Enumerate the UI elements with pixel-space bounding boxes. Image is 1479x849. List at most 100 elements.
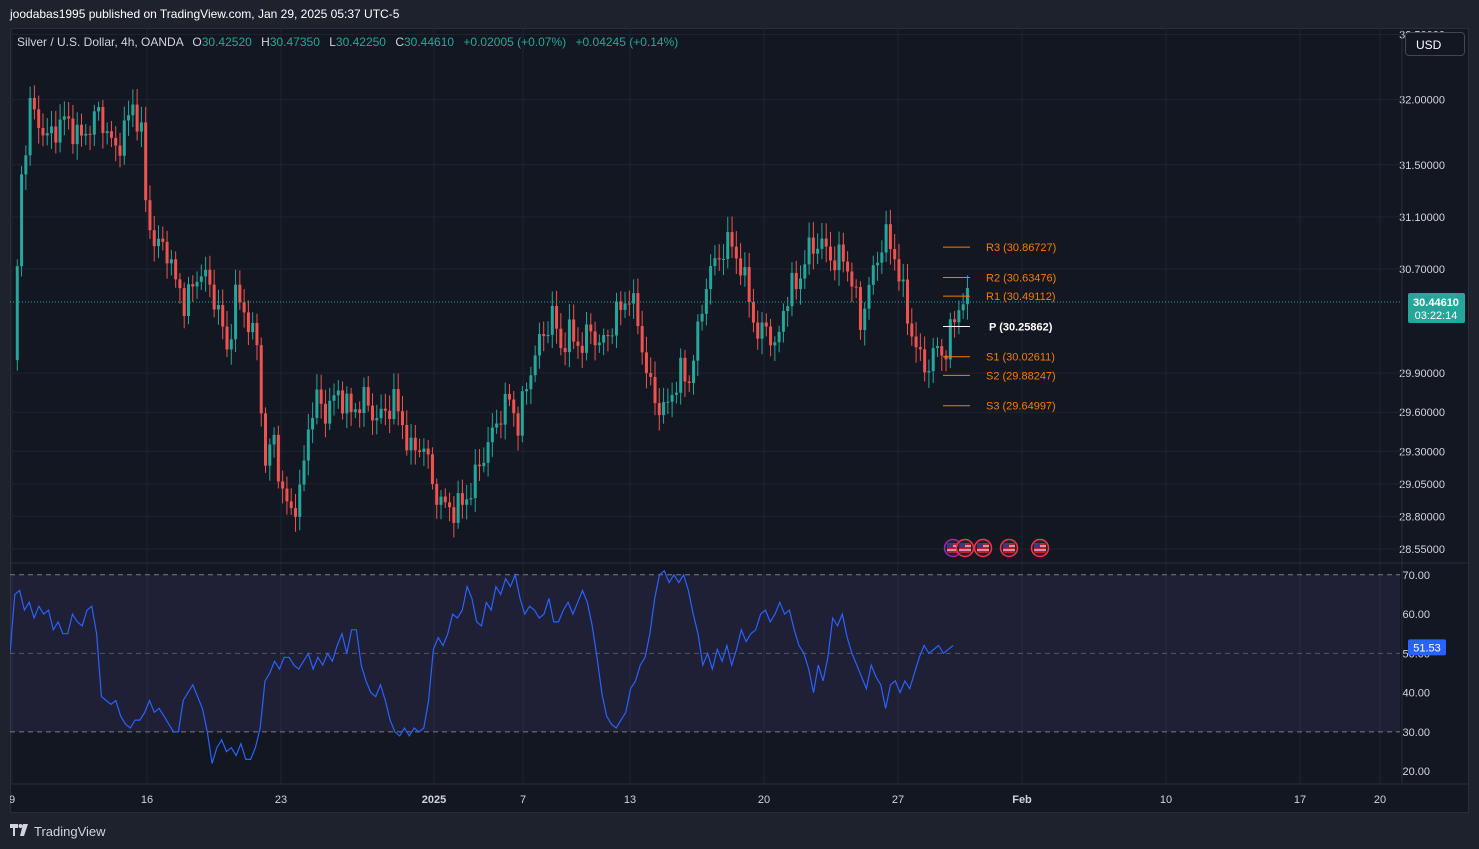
candle-body [289, 501, 293, 509]
x-tick-label: 13 [624, 794, 636, 806]
candle-body [379, 408, 383, 419]
candle-body [88, 133, 92, 135]
rsi-tick-label: 60.00 [1402, 609, 1430, 621]
candle-body [537, 334, 541, 356]
candle-body [32, 97, 36, 110]
candle-body [118, 145, 122, 156]
candle-body [131, 104, 135, 116]
candle-body [426, 448, 430, 455]
currency-button[interactable]: USD [1405, 32, 1465, 56]
candle-body [50, 126, 54, 134]
candle-body [135, 104, 139, 132]
candle-body [747, 267, 751, 303]
candle-body [687, 381, 691, 383]
close-label: C [395, 35, 404, 49]
candle-body [700, 313, 704, 322]
candle-body [486, 442, 490, 463]
x-tick-label: 9 [10, 794, 15, 806]
candle-body [520, 391, 524, 436]
symbol-name[interactable]: Silver / U.S. Dollar, 4h, OANDA [17, 35, 184, 49]
publish-header: joodabas1995 published on TradingView.co… [0, 0, 1479, 28]
candle-body [692, 360, 696, 383]
candle-body [841, 244, 845, 262]
candle-body [542, 334, 546, 337]
candle-body [670, 394, 674, 402]
chart-canvas[interactable]: 9162320257132027Feb10172032.5000032.0000… [10, 28, 1469, 813]
candle-body [255, 322, 259, 346]
candle-body [833, 260, 837, 271]
candle-body [71, 118, 75, 145]
candle-body [114, 137, 118, 146]
candle-body [871, 265, 875, 285]
candle-body [953, 319, 957, 323]
candle-body [674, 392, 678, 395]
candle-body [824, 238, 828, 247]
candle-body [332, 395, 336, 401]
x-tick-label: 16 [141, 794, 153, 806]
chart-frame[interactable] [10, 28, 1469, 813]
candle-body [739, 258, 743, 276]
candle-body [696, 321, 700, 361]
candle-body [302, 460, 306, 485]
tradingview-brand: TradingView [34, 824, 106, 839]
candle-body [948, 319, 952, 360]
candle-body [529, 375, 533, 390]
candle-body [546, 334, 550, 337]
open-label: O [192, 35, 202, 49]
candle-body [550, 305, 554, 335]
candle-body [400, 411, 404, 426]
candle-body [482, 462, 486, 467]
rsi-tick-label: 70.00 [1402, 570, 1430, 582]
candle-body [721, 258, 725, 260]
candle-body [918, 347, 922, 350]
candle-body [610, 335, 614, 337]
candle-body [418, 450, 422, 452]
candle-body [45, 133, 49, 136]
candle-body [876, 262, 880, 266]
candle-body [653, 376, 657, 404]
x-tick-label: 2025 [422, 794, 446, 806]
x-tick-label: 27 [892, 794, 904, 806]
candle-body [773, 342, 777, 346]
candle-body [807, 237, 811, 265]
candle-body [41, 128, 45, 136]
us-flag-canton [959, 543, 965, 548]
x-tick-label: 17 [1294, 794, 1306, 806]
candle-body [259, 345, 263, 414]
candle-body [371, 405, 375, 421]
candle-body [101, 107, 105, 134]
candle-body [460, 493, 464, 505]
candle-body [306, 429, 310, 461]
candle-body [828, 246, 832, 261]
candle-body [507, 393, 511, 400]
candle-body [781, 310, 785, 332]
symbol-legend: Silver / U.S. Dollar, 4h, OANDA O30.4252… [17, 35, 678, 49]
candle-body [178, 279, 182, 289]
candle-body [580, 345, 584, 353]
candle-body [97, 107, 101, 112]
candle-body [358, 409, 362, 414]
candle-body [366, 387, 370, 406]
x-tick-label: 10 [1160, 794, 1172, 806]
candle-body [456, 493, 460, 523]
candle-body [430, 454, 434, 484]
candle-body [75, 124, 79, 145]
candle-body [743, 267, 747, 276]
candle-body [589, 324, 593, 332]
low-value: 30.42250 [335, 35, 386, 49]
candle-body [627, 303, 631, 305]
candle-body [734, 246, 738, 259]
candle-body [490, 427, 494, 443]
price-tick-label: 31.50000 [1399, 160, 1445, 172]
candle-body [931, 348, 935, 372]
candle-body [448, 502, 452, 508]
candle-body [704, 289, 708, 314]
change2-value: +0.04245 (+0.14%) [575, 35, 679, 49]
pivot-label-s2: S2 (29.88247) [986, 370, 1056, 382]
us-flag-canton [1034, 543, 1040, 548]
price-tick-label: 29.30000 [1399, 446, 1445, 458]
candle-body [640, 326, 644, 353]
candle-body [122, 120, 126, 156]
candle-body [157, 238, 161, 247]
candle-body [679, 357, 683, 393]
